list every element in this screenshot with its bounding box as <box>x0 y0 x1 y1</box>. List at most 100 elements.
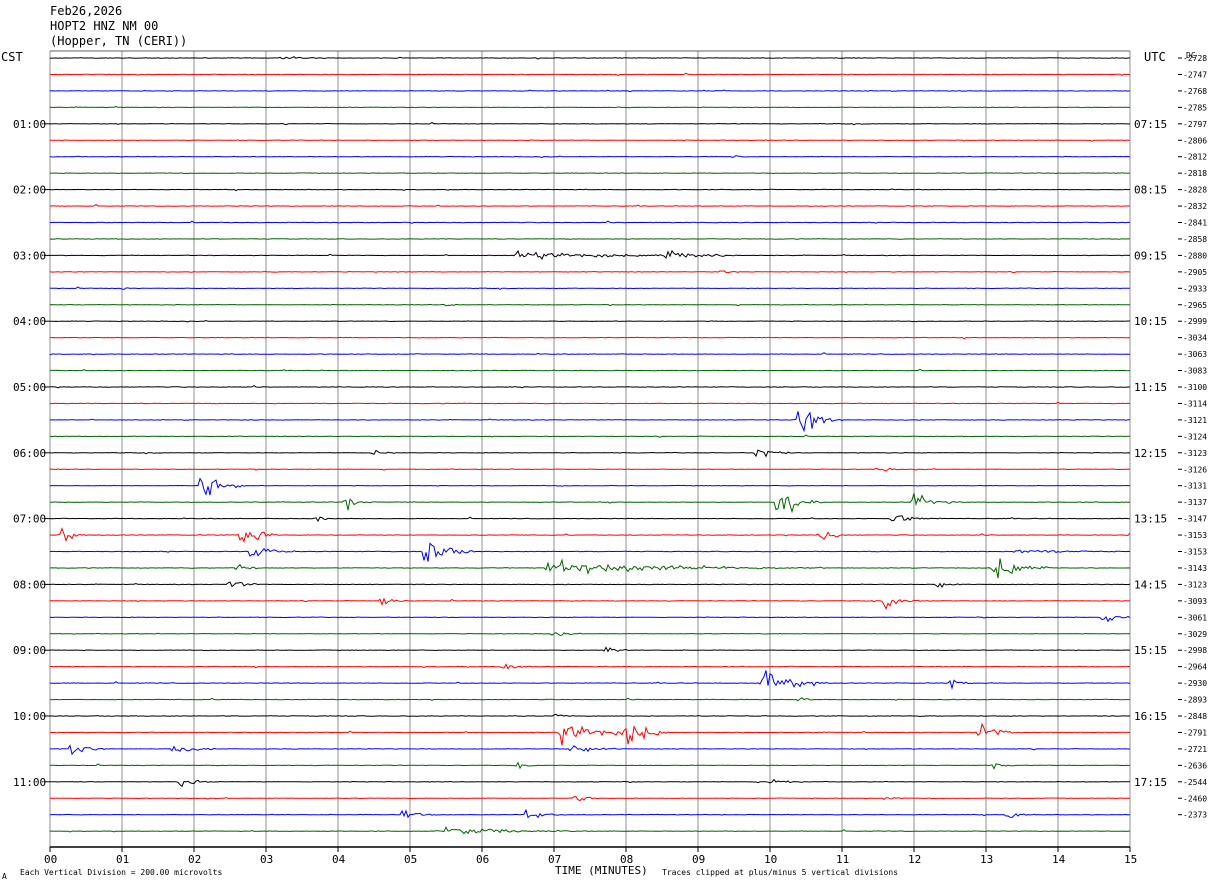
trace-line <box>50 139 1130 142</box>
cst-hour-label: 10:00 <box>13 710 46 723</box>
dc-offset-label: -2785 <box>1183 103 1207 112</box>
dc-offset-label: -2797 <box>1183 120 1207 129</box>
utc-hour-label: 08:15 <box>1134 184 1167 197</box>
dc-offset-label: -3123 <box>1183 449 1207 458</box>
dc-offset-label: -3153 <box>1183 548 1207 557</box>
dc-offset-label: -2841 <box>1183 219 1207 228</box>
dc-offset-label: -2964 <box>1183 663 1207 672</box>
trace-line <box>50 172 1131 175</box>
dc-offset-label: -3131 <box>1183 482 1207 491</box>
trace-line <box>49 722 1131 746</box>
x-axis: 00 01 02 03 04 05 06 07 08 09 10 11 12 13 14 15 <box>44 846 1137 866</box>
cst-hour-label: 08:00 <box>13 578 46 591</box>
cst-hour-labels: 01:00 02:00 03:00 04:00 05:00 06:00 07:00 08:00… <box>13 118 50 789</box>
right-timezone-label: UTC <box>1144 50 1166 64</box>
dc-offset-label: -2460 <box>1183 794 1207 803</box>
x-tick-label: 04 <box>332 853 346 866</box>
trace-line <box>50 542 1131 562</box>
trace-line <box>49 154 1131 159</box>
trace-line <box>49 434 1131 438</box>
trace-line <box>49 105 1130 109</box>
dc-offset-label: -2858 <box>1183 235 1207 244</box>
dc-offset-label: -2721 <box>1183 745 1207 754</box>
trace-line <box>50 56 1131 60</box>
trace-line <box>49 477 1131 496</box>
trace-line <box>50 319 1130 323</box>
trace-line <box>50 597 1130 610</box>
x-tick-label: 01 <box>116 853 129 866</box>
trace-line <box>49 303 1131 307</box>
x-tick-label: 10 <box>764 853 777 866</box>
utc-hour-label: 14:15 <box>1134 578 1167 591</box>
trace-line <box>50 493 1131 514</box>
trace-line <box>50 368 1131 372</box>
dc-offset-label: -2728 <box>1183 54 1207 63</box>
dc-offset-label: -2832 <box>1183 202 1207 211</box>
dc-offset-label: -3100 <box>1183 383 1207 392</box>
utc-hour-labels: 07:15 08:15 09:15 10:15 11:15 12:15 13:15 14:15… <box>1134 118 1167 789</box>
dc-offset-label: -2905 <box>1183 268 1207 277</box>
trace-line <box>49 808 1131 819</box>
trace-line <box>50 778 1131 788</box>
dc-offset-label: -2933 <box>1183 284 1207 293</box>
seismic-traces <box>49 56 1131 835</box>
dc-offset-label: -3126 <box>1183 465 1207 474</box>
trace-line <box>50 121 1131 126</box>
utc-hour-label: 12:15 <box>1134 447 1167 460</box>
dc-offset-label: -3061 <box>1183 613 1207 622</box>
dc-offset-label: -2806 <box>1183 136 1207 145</box>
dc-offset-label: -3121 <box>1183 416 1207 425</box>
cst-hour-label: 11:00 <box>13 776 46 789</box>
trace-line <box>49 615 1131 623</box>
dc-offset-label: -2791 <box>1183 728 1207 737</box>
dc-offset-label: -2828 <box>1183 186 1207 195</box>
cst-hour-label: 01:00 <box>13 118 46 131</box>
dc-offset-label: -3153 <box>1183 531 1207 540</box>
cst-hour-label: 05:00 <box>13 381 46 394</box>
dc-offset-label: -3137 <box>1183 498 1207 507</box>
trace-line <box>50 663 1131 670</box>
trace-line <box>50 826 1131 835</box>
dc-offset-label: -3063 <box>1183 350 1207 359</box>
utc-hour-label: 15:15 <box>1134 644 1167 657</box>
dc-offset-label: -3034 <box>1183 334 1207 343</box>
x-tick-label: 05 <box>404 853 417 866</box>
trace-line <box>49 336 1131 340</box>
trace-line <box>49 670 1131 691</box>
trace-line <box>49 203 1130 207</box>
trace-line <box>49 632 1131 636</box>
cst-hour-label: 04:00 <box>13 315 46 328</box>
x-tick-label: 03 <box>260 853 273 866</box>
dc-offset-label: -3029 <box>1183 630 1207 639</box>
trace-line <box>49 467 1131 472</box>
dc-offset-label: -3147 <box>1183 515 1207 524</box>
x-tick-label: 02 <box>188 853 201 866</box>
trace-line <box>49 238 1130 240</box>
x-tick-label: 15 <box>1124 853 1137 866</box>
dc-offset-labels: -2728 -2747 -2768 -2785 -2797 -2806 -2812 -2818… <box>1178 54 1207 820</box>
utc-hour-label: 10:15 <box>1134 315 1167 328</box>
dc-offset-label: -3124 <box>1183 432 1207 441</box>
trace-line <box>49 558 1131 579</box>
dc-offset-label: -2998 <box>1183 646 1207 655</box>
dc-offset-label: -3143 <box>1183 564 1207 573</box>
trace-line <box>49 581 1131 588</box>
station-id: HOPT2 HNZ NM 00 <box>50 19 158 33</box>
trace-line <box>50 384 1130 389</box>
dc-offset-label: -2880 <box>1183 251 1207 260</box>
trace-line <box>49 352 1131 356</box>
dc-offset-label: -2544 <box>1183 778 1207 787</box>
trace-line <box>49 89 1131 93</box>
cst-hour-label: 03:00 <box>13 249 46 262</box>
cst-hour-label: 06:00 <box>13 447 46 460</box>
dc-offset-label: -2818 <box>1183 169 1207 178</box>
dc-offset-label: -2636 <box>1183 761 1207 770</box>
trace-line <box>49 270 1130 274</box>
trace-line <box>50 249 1131 260</box>
dc-offset-label: -2373 <box>1183 811 1207 820</box>
x-tick-label: 14 <box>1052 853 1066 866</box>
trace-line <box>49 713 1131 718</box>
utc-hour-label: 07:15 <box>1134 118 1167 131</box>
utc-hour-label: 11:15 <box>1134 381 1167 394</box>
record-date: Feb26,2026 <box>50 4 122 18</box>
